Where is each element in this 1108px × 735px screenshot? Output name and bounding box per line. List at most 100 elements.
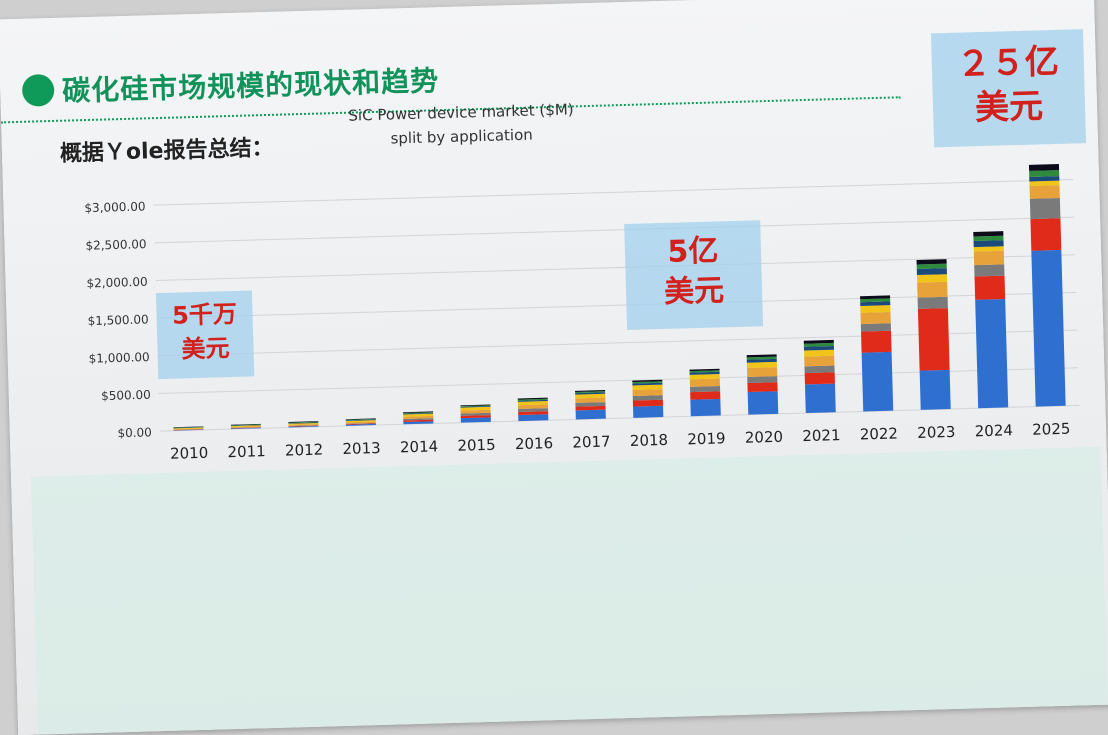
bar-segment bbox=[803, 339, 834, 344]
bar-segment bbox=[916, 263, 947, 270]
bar-segment bbox=[1029, 170, 1060, 177]
bar-segment bbox=[518, 411, 549, 416]
y-tick-label: $3,000.00 bbox=[84, 199, 145, 215]
bar-segment bbox=[288, 421, 319, 424]
bar-segment bbox=[804, 383, 836, 414]
bar-segment bbox=[974, 275, 1006, 300]
bar-segment bbox=[973, 231, 1004, 237]
bar-segment bbox=[746, 354, 777, 358]
bar-segment bbox=[919, 369, 951, 410]
bar-segment bbox=[288, 422, 319, 425]
bar-segment bbox=[403, 421, 434, 425]
x-tick-label: 2014 bbox=[400, 437, 439, 456]
bar-segment bbox=[460, 405, 491, 407]
bar-segment bbox=[689, 378, 720, 387]
bar-segment bbox=[518, 414, 549, 422]
bar-segment bbox=[916, 259, 947, 265]
bar-segment bbox=[517, 399, 548, 402]
bar-segment bbox=[460, 406, 491, 408]
bar-segment bbox=[173, 429, 204, 431]
bar-segment bbox=[173, 429, 204, 431]
bar-segment bbox=[288, 421, 319, 423]
x-tick-label: 2019 bbox=[687, 429, 726, 448]
bar-segment bbox=[460, 404, 491, 407]
bar-segment bbox=[460, 406, 491, 411]
x-tick-label: 2016 bbox=[515, 434, 554, 453]
bar-segment bbox=[689, 386, 721, 393]
bar-segment bbox=[173, 427, 204, 429]
bar-segment bbox=[973, 235, 1004, 242]
bar-segment bbox=[345, 419, 376, 421]
bar-segment bbox=[230, 426, 261, 428]
bar-segment bbox=[575, 391, 606, 394]
bar-segment bbox=[916, 268, 947, 276]
bar-segment bbox=[345, 421, 376, 424]
bar-segment bbox=[230, 425, 261, 427]
y-tick-label: $1,500.00 bbox=[87, 312, 148, 328]
bar-segment bbox=[230, 423, 261, 426]
bar-segment bbox=[804, 355, 835, 367]
bar-segment bbox=[975, 298, 1009, 409]
bar-segment bbox=[917, 308, 950, 371]
bar-segment bbox=[689, 374, 720, 380]
bar-segment bbox=[860, 301, 891, 307]
bar-segment bbox=[973, 240, 1004, 248]
bar-segment bbox=[632, 381, 663, 384]
bar-segment bbox=[1030, 218, 1062, 251]
gridline bbox=[153, 178, 1074, 206]
gridline bbox=[154, 216, 1075, 244]
y-tick-label: $1,000.00 bbox=[88, 350, 149, 366]
bar-segment bbox=[575, 397, 606, 403]
x-tick-label: 2023 bbox=[917, 423, 956, 442]
bar-segment bbox=[746, 361, 777, 368]
bar-segment bbox=[403, 418, 434, 421]
bar-segment bbox=[575, 390, 606, 392]
bar-segment bbox=[517, 397, 548, 400]
bar-segment bbox=[517, 398, 548, 401]
x-tick-label: 2015 bbox=[457, 436, 496, 455]
bar-segment bbox=[403, 412, 434, 415]
bar-segment bbox=[517, 404, 549, 410]
bar-segment bbox=[747, 391, 779, 415]
bar-segment bbox=[804, 365, 835, 374]
bar-segment bbox=[746, 356, 777, 360]
y-tick-label: $500.00 bbox=[101, 388, 151, 403]
x-tick-label: 2012 bbox=[285, 441, 324, 460]
bar-segment bbox=[804, 372, 835, 385]
bar-segment bbox=[860, 323, 892, 332]
bar-segment bbox=[173, 428, 204, 430]
bar-segment bbox=[916, 274, 948, 283]
bar-segment bbox=[345, 418, 376, 421]
bar-segment bbox=[860, 298, 891, 303]
bar-segment bbox=[1028, 164, 1060, 171]
bar-segment bbox=[345, 423, 376, 426]
x-tick-label: 2011 bbox=[227, 442, 266, 461]
x-tick-label: 2025 bbox=[1032, 420, 1071, 439]
bar-segment bbox=[690, 398, 721, 417]
bar-segment bbox=[517, 401, 548, 406]
bar-segment bbox=[518, 408, 549, 413]
bar-segment bbox=[288, 425, 319, 427]
bar-segment bbox=[632, 395, 663, 401]
bar-segment bbox=[575, 405, 606, 411]
badge-2020: 5亿 美元 bbox=[624, 220, 764, 331]
bar-segment bbox=[804, 349, 835, 357]
bar-segment bbox=[345, 423, 376, 425]
bar-segment bbox=[230, 427, 261, 429]
bar-segment bbox=[173, 426, 204, 428]
bar-segment bbox=[917, 281, 948, 298]
bar-segment bbox=[575, 409, 606, 420]
bar-segment bbox=[917, 296, 948, 309]
bar-segment bbox=[632, 399, 664, 407]
bar-segment bbox=[690, 391, 721, 400]
bar-segment bbox=[860, 305, 891, 313]
x-tick-label: 2024 bbox=[975, 421, 1014, 440]
bar-segment bbox=[861, 330, 892, 353]
bar-segment bbox=[974, 264, 1005, 277]
bar-segment bbox=[861, 351, 894, 412]
bar-segment bbox=[403, 419, 434, 423]
bar-segment bbox=[689, 368, 720, 372]
bar-segment bbox=[460, 409, 491, 414]
bar-segment bbox=[288, 422, 319, 424]
bar-segment bbox=[575, 393, 606, 399]
